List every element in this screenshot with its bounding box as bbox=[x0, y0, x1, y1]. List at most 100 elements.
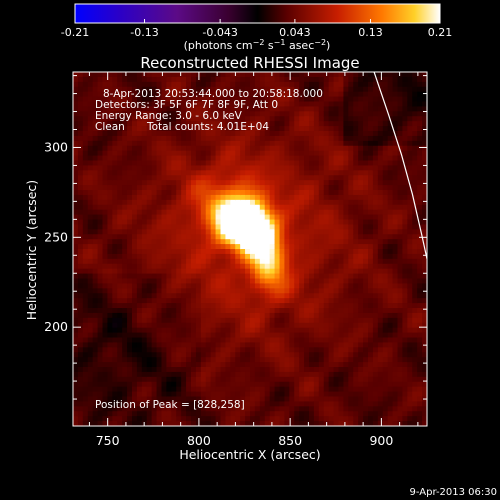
heatmap-cell bbox=[338, 190, 345, 196]
heatmap-cell bbox=[294, 131, 300, 137]
heatmap-cell bbox=[156, 278, 163, 285]
heatmap-cell bbox=[97, 357, 104, 363]
heatmap-cell bbox=[102, 135, 109, 142]
heatmap-cell bbox=[274, 140, 281, 147]
heatmap-cell bbox=[309, 209, 315, 216]
heatmap-cell bbox=[146, 111, 153, 117]
heatmap-cell bbox=[240, 317, 246, 324]
heatmap-cell bbox=[264, 155, 271, 162]
heatmap-cell bbox=[372, 96, 379, 103]
heatmap-cell bbox=[309, 224, 315, 230]
heatmap-cell bbox=[127, 155, 133, 162]
heatmap-cell bbox=[171, 204, 177, 211]
heatmap-cell bbox=[87, 322, 94, 329]
heatmap-cell bbox=[279, 214, 286, 221]
heatmap-cell bbox=[382, 396, 389, 403]
heatmap-cell bbox=[240, 273, 246, 280]
heatmap-cell bbox=[73, 327, 79, 334]
heatmap-cell bbox=[161, 386, 168, 393]
heatmap-cell bbox=[358, 204, 364, 211]
heatmap-cell bbox=[112, 322, 118, 329]
heatmap-cell bbox=[274, 303, 281, 309]
heatmap-cell bbox=[107, 327, 113, 334]
heatmap-cell bbox=[82, 337, 89, 344]
heatmap-cell bbox=[353, 288, 359, 294]
heatmap-cell bbox=[176, 263, 182, 270]
heatmap-cell bbox=[161, 263, 168, 270]
heatmap-cell bbox=[358, 288, 364, 294]
heatmap-cell bbox=[372, 406, 379, 412]
heatmap-cell bbox=[87, 165, 94, 171]
heatmap-cell bbox=[166, 312, 172, 319]
heatmap-cell bbox=[377, 145, 384, 152]
heatmap-cell bbox=[294, 367, 300, 373]
heatmap-cell bbox=[132, 357, 138, 363]
heatmap-cell bbox=[225, 268, 231, 275]
heatmap-cell bbox=[309, 312, 315, 319]
heatmap-cell bbox=[136, 76, 143, 83]
heatmap-cell bbox=[141, 303, 148, 309]
heatmap-cell bbox=[92, 72, 99, 78]
heatmap-cell bbox=[220, 327, 227, 334]
heatmap-cell bbox=[299, 298, 305, 304]
heatmap-cell bbox=[372, 101, 379, 108]
heatmap-cell bbox=[235, 76, 241, 83]
heatmap-cell bbox=[264, 258, 271, 265]
heatmap-cell bbox=[289, 175, 295, 181]
heatmap-cell bbox=[195, 145, 202, 152]
heatmap-cell bbox=[235, 273, 241, 280]
heatmap-cell bbox=[156, 101, 163, 108]
heatmap-cell bbox=[250, 126, 256, 132]
heatmap-cell bbox=[299, 131, 305, 137]
heatmap-cell bbox=[166, 317, 172, 324]
heatmap-cell bbox=[279, 268, 286, 275]
heatmap-cell bbox=[245, 327, 251, 334]
heatmap-cell bbox=[215, 367, 222, 373]
heatmap-cell bbox=[132, 347, 138, 353]
heatmap-cell bbox=[328, 229, 335, 235]
heatmap-cell bbox=[205, 224, 212, 230]
heatmap-cell bbox=[353, 155, 359, 162]
heatmap-cell bbox=[92, 411, 99, 417]
heatmap-cell bbox=[230, 180, 236, 186]
heatmap-cell bbox=[348, 278, 354, 285]
heatmap-cell bbox=[368, 317, 374, 324]
heatmap-cell bbox=[343, 140, 349, 147]
heatmap-cell bbox=[166, 239, 172, 245]
heatmap-cell bbox=[304, 135, 310, 142]
heatmap-cell bbox=[372, 121, 379, 127]
heatmap-cell bbox=[368, 219, 374, 226]
heatmap-cell bbox=[294, 283, 300, 289]
heatmap-cell bbox=[348, 106, 354, 112]
heatmap-cell bbox=[309, 332, 315, 339]
heatmap-cell bbox=[274, 170, 281, 176]
heatmap-cell bbox=[82, 396, 89, 403]
heatmap-cell bbox=[279, 367, 286, 373]
heatmap-cell bbox=[279, 396, 286, 403]
heatmap-cell bbox=[338, 308, 345, 314]
heatmap-cell bbox=[328, 180, 335, 186]
heatmap-cell bbox=[195, 303, 202, 309]
heatmap-cell bbox=[117, 160, 123, 167]
heatmap-cell bbox=[333, 111, 340, 117]
heatmap-cell bbox=[87, 312, 94, 319]
heatmap-cell bbox=[141, 170, 148, 176]
heatmap-cell bbox=[136, 204, 143, 211]
heatmap-cell bbox=[141, 145, 148, 152]
heatmap-cell bbox=[254, 391, 261, 398]
heatmap-cell bbox=[368, 288, 374, 294]
heatmap-cell bbox=[318, 160, 325, 167]
heatmap-cell bbox=[215, 96, 222, 103]
heatmap-cell bbox=[382, 367, 389, 373]
heatmap-cell bbox=[176, 416, 182, 422]
heatmap-cell bbox=[363, 180, 369, 186]
heatmap-cell bbox=[210, 298, 217, 304]
heatmap-cell bbox=[279, 401, 286, 407]
heatmap-cell bbox=[304, 224, 310, 230]
heatmap-cell bbox=[363, 278, 369, 285]
heatmap-cell bbox=[73, 371, 79, 378]
heatmap-cell bbox=[225, 406, 231, 412]
heatmap-cell bbox=[112, 376, 118, 383]
heatmap-cell bbox=[279, 258, 286, 265]
heatmap-cell bbox=[313, 411, 320, 417]
